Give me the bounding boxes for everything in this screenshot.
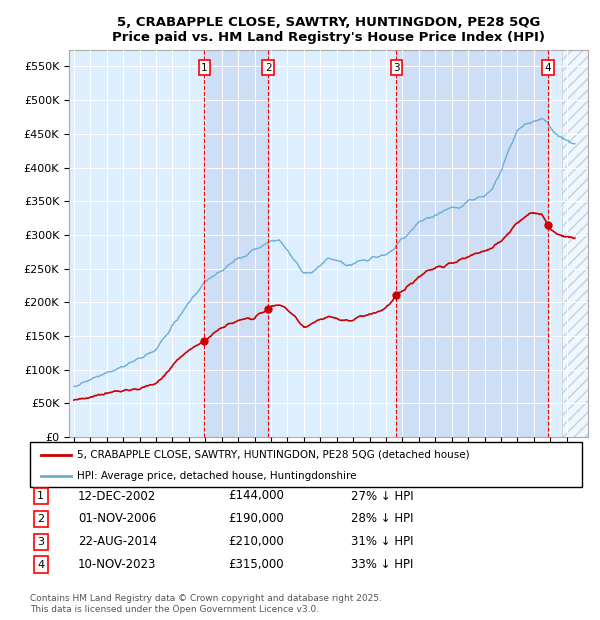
Text: 1: 1 xyxy=(37,491,44,501)
FancyBboxPatch shape xyxy=(30,442,582,487)
Text: 10-NOV-2023: 10-NOV-2023 xyxy=(78,559,157,571)
Text: 01-NOV-2006: 01-NOV-2006 xyxy=(78,513,157,525)
Text: 3: 3 xyxy=(37,537,44,547)
Text: 3: 3 xyxy=(393,63,400,73)
Bar xyxy=(562,50,588,437)
Text: 31% ↓ HPI: 31% ↓ HPI xyxy=(351,536,413,548)
Text: £315,000: £315,000 xyxy=(228,559,284,571)
Text: 33% ↓ HPI: 33% ↓ HPI xyxy=(351,559,413,571)
Text: 2: 2 xyxy=(37,514,44,524)
Text: 27% ↓ HPI: 27% ↓ HPI xyxy=(351,490,413,502)
Text: 22-AUG-2014: 22-AUG-2014 xyxy=(78,536,157,548)
Text: £144,000: £144,000 xyxy=(228,490,284,502)
Bar xyxy=(397,50,548,437)
Text: 4: 4 xyxy=(545,63,551,73)
Text: 28% ↓ HPI: 28% ↓ HPI xyxy=(351,513,413,525)
Text: 5, CRABAPPLE CLOSE, SAWTRY, HUNTINGDON, PE28 5QG (detached house): 5, CRABAPPLE CLOSE, SAWTRY, HUNTINGDON, … xyxy=(77,450,470,459)
Text: 2: 2 xyxy=(265,63,272,73)
Text: 12-DEC-2002: 12-DEC-2002 xyxy=(78,490,156,502)
Text: 1: 1 xyxy=(201,63,208,73)
Text: £190,000: £190,000 xyxy=(228,513,284,525)
Text: HPI: Average price, detached house, Huntingdonshire: HPI: Average price, detached house, Hunt… xyxy=(77,471,356,480)
Text: 4: 4 xyxy=(37,560,44,570)
Text: Contains HM Land Registry data © Crown copyright and database right 2025.
This d: Contains HM Land Registry data © Crown c… xyxy=(30,595,382,614)
Bar xyxy=(205,50,268,437)
Title: 5, CRABAPPLE CLOSE, SAWTRY, HUNTINGDON, PE28 5QG
Price paid vs. HM Land Registry: 5, CRABAPPLE CLOSE, SAWTRY, HUNTINGDON, … xyxy=(112,16,545,44)
Text: £210,000: £210,000 xyxy=(228,536,284,548)
